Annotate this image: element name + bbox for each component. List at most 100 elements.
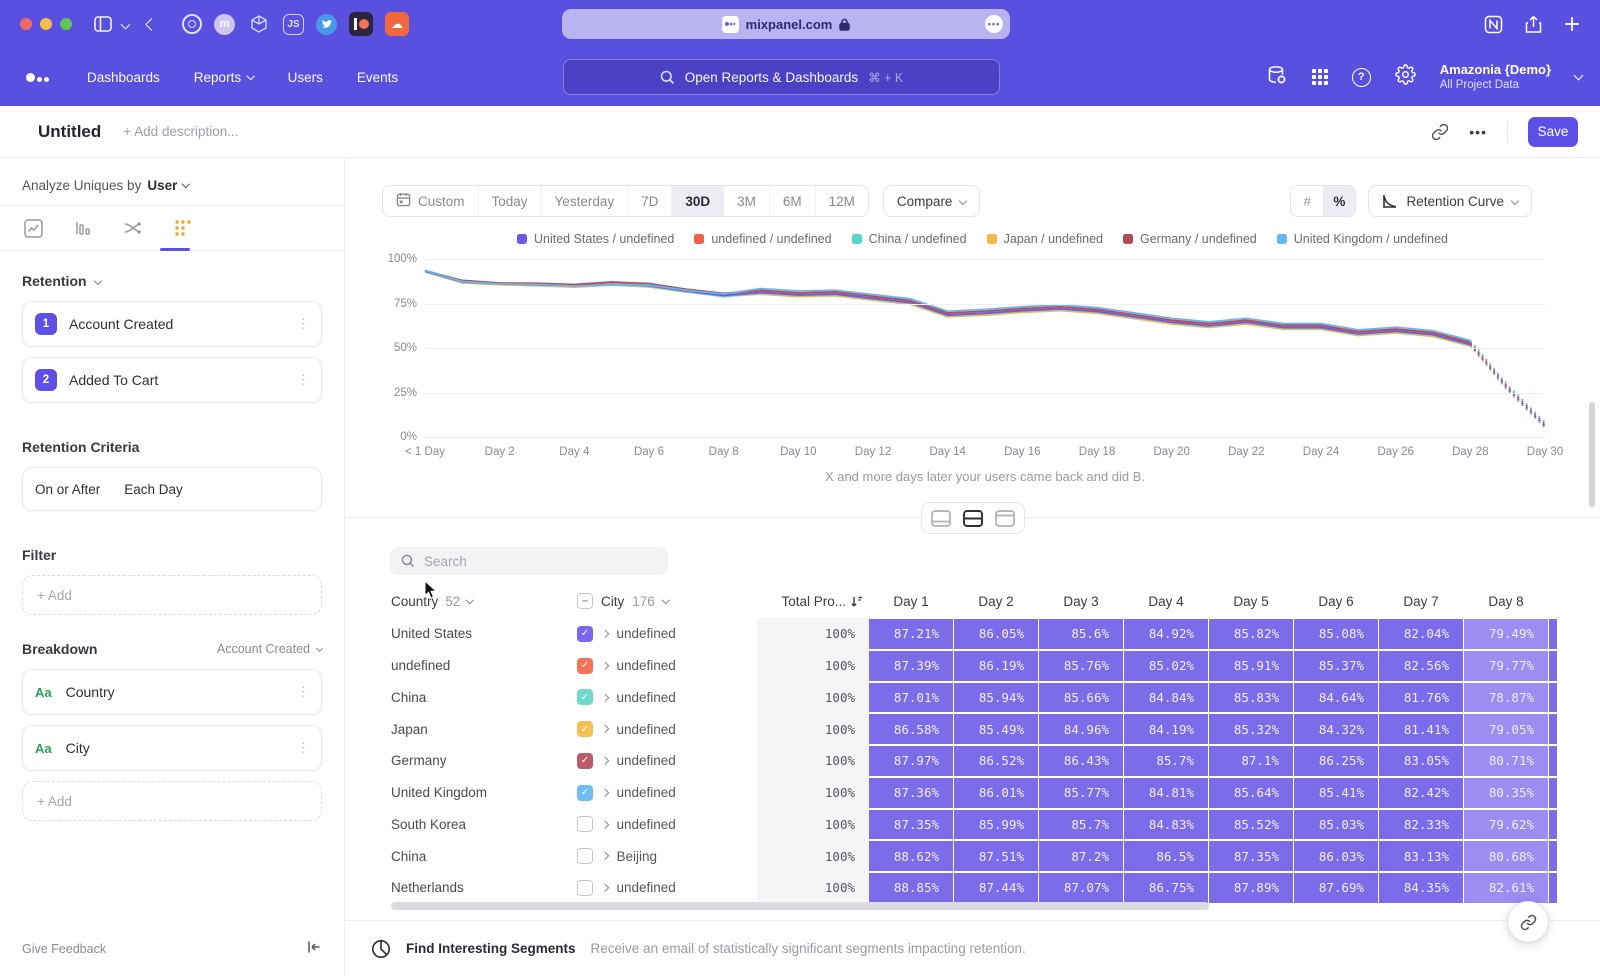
range-custom[interactable]: Custom bbox=[383, 186, 479, 216]
column-day[interactable]: Day 2 bbox=[954, 594, 1038, 609]
analyze-uniques-value[interactable]: User bbox=[147, 178, 177, 193]
retention-cell[interactable]: 86.01% bbox=[954, 778, 1038, 808]
retention-cell[interactable]: 86.43% bbox=[1039, 746, 1123, 776]
range-yesterday[interactable]: Yesterday bbox=[542, 186, 629, 216]
retention-cell[interactable]: 87.01% bbox=[869, 683, 953, 713]
chart-type-selector[interactable]: Retention Curve bbox=[1368, 185, 1532, 217]
help-icon[interactable]: ? bbox=[1352, 68, 1371, 87]
retention-cell[interactable]: 82.61% bbox=[1464, 873, 1548, 903]
apps-grid-icon[interactable] bbox=[1312, 69, 1328, 85]
retention-cell[interactable]: 84.96% bbox=[1039, 714, 1123, 744]
retention-cell[interactable]: 86.75% bbox=[1124, 873, 1208, 903]
retention-cell[interactable]: 85.77% bbox=[1039, 778, 1123, 808]
retention-cell[interactable]: 82.04% bbox=[1379, 619, 1463, 649]
sidebar-toggle-icon[interactable] bbox=[94, 16, 112, 32]
retention-cell[interactable]: 85.99% bbox=[954, 810, 1038, 840]
retention-cell[interactable]: 87.1% bbox=[1209, 746, 1293, 776]
row-expand-icon[interactable] bbox=[601, 757, 609, 765]
m-extension-icon[interactable]: m bbox=[214, 14, 235, 35]
range-7d[interactable]: 7D bbox=[628, 186, 672, 216]
retention-cell[interactable]: 86.58% bbox=[869, 714, 953, 744]
retention-cell[interactable]: 79.05% bbox=[1464, 714, 1548, 744]
retention-cell[interactable]: 78.87% bbox=[1464, 683, 1548, 713]
retention-cell[interactable]: 82.42% bbox=[1379, 778, 1463, 808]
js-icon[interactable]: JS bbox=[283, 14, 304, 35]
column-day[interactable]: Day 3 bbox=[1039, 594, 1123, 609]
retention-cell[interactable]: 86.25% bbox=[1294, 746, 1378, 776]
range-12m[interactable]: 12M bbox=[816, 186, 868, 216]
row-expand-icon[interactable] bbox=[601, 693, 609, 701]
retention-cell[interactable]: 86.5% bbox=[1124, 841, 1208, 871]
retention-cell[interactable]: 85.64% bbox=[1209, 778, 1293, 808]
nav-users[interactable]: Users bbox=[288, 70, 323, 85]
retention-cell[interactable]: 83.05% bbox=[1379, 746, 1463, 776]
row-expand-icon[interactable] bbox=[601, 789, 609, 797]
mixpanel-logo[interactable] bbox=[26, 73, 49, 82]
retention-cell[interactable]: 79.49% bbox=[1464, 619, 1548, 649]
row-expand-icon[interactable] bbox=[601, 820, 609, 828]
tab-funnels[interactable] bbox=[72, 217, 94, 239]
row-checkbox[interactable]: ✓ bbox=[577, 626, 593, 642]
floating-share-link-button[interactable] bbox=[1508, 902, 1548, 942]
compare-button[interactable]: Compare bbox=[883, 185, 981, 217]
row-checkbox[interactable]: ✓ bbox=[577, 753, 593, 769]
retention-cell[interactable]: 80.71% bbox=[1464, 746, 1548, 776]
project-selector[interactable]: Amazonia {Demo} All Project Data bbox=[1440, 62, 1551, 93]
row-expand-icon[interactable] bbox=[601, 852, 609, 860]
tab-retention[interactable] bbox=[172, 217, 194, 239]
retention-cell[interactable]: 85.37% bbox=[1294, 651, 1378, 681]
retention-criteria-card[interactable]: On or After Each Day bbox=[22, 467, 322, 511]
retention-cell[interactable]: 85.91% bbox=[1209, 651, 1293, 681]
minimize-window-button[interactable] bbox=[40, 18, 52, 30]
zoom-window-button[interactable] bbox=[60, 18, 72, 30]
onepassword-icon[interactable] bbox=[182, 14, 202, 34]
retention-cell[interactable]: 85.41% bbox=[1294, 778, 1378, 808]
retention-cell[interactable]: 85.02% bbox=[1124, 651, 1208, 681]
step-account-created[interactable]: 1 Account Created ⋮ bbox=[22, 301, 322, 347]
breakdown-city[interactable]: Aa City ⋮ bbox=[22, 725, 322, 771]
address-bar[interactable]: mixpanel.com ••• bbox=[562, 9, 1010, 39]
breakdown-menu-icon[interactable]: ⋮ bbox=[297, 690, 309, 694]
table-only-view-icon[interactable] bbox=[991, 506, 1019, 530]
retention-cell[interactable]: 87.69% bbox=[1294, 873, 1378, 903]
soundcloud-icon[interactable]: ☁ bbox=[385, 12, 409, 36]
range-6m[interactable]: 6M bbox=[770, 186, 816, 216]
retention-cell[interactable]: 87.39% bbox=[869, 651, 953, 681]
collapse-sidebar-icon[interactable] bbox=[306, 939, 322, 960]
twitter-icon[interactable] bbox=[316, 14, 337, 35]
retention-cell[interactable]: 87.2% bbox=[1039, 841, 1123, 871]
retention-cell[interactable]: 79.62% bbox=[1464, 810, 1548, 840]
retention-cell[interactable]: 86.52% bbox=[954, 746, 1038, 776]
retention-cell[interactable]: 81.76% bbox=[1379, 683, 1463, 713]
breakdown-event-selector[interactable]: Account Created bbox=[217, 642, 322, 656]
retention-cell[interactable]: 87.21% bbox=[869, 619, 953, 649]
notion-icon[interactable] bbox=[1484, 15, 1503, 34]
chevron-down-icon[interactable] bbox=[122, 21, 129, 28]
table-search-input[interactable]: Search bbox=[390, 547, 668, 575]
share-icon[interactable] bbox=[1525, 15, 1542, 34]
retention-cell[interactable]: 88.62% bbox=[869, 841, 953, 871]
retention-cell[interactable]: 84.35% bbox=[1379, 873, 1463, 903]
step-menu-icon[interactable]: ⋮ bbox=[297, 322, 309, 326]
retention-cell[interactable]: 85.83% bbox=[1209, 683, 1293, 713]
row-checkbox[interactable] bbox=[577, 848, 593, 864]
retention-cell[interactable]: 84.19% bbox=[1124, 714, 1208, 744]
add-description[interactable]: + Add description... bbox=[123, 124, 238, 139]
cube-icon[interactable] bbox=[247, 12, 271, 36]
legend-item[interactable]: China / undefined bbox=[852, 232, 967, 246]
row-checkbox[interactable] bbox=[577, 816, 593, 832]
give-feedback-link[interactable]: Give Feedback bbox=[22, 942, 106, 956]
retention-cell[interactable]: 80.35% bbox=[1464, 778, 1548, 808]
more-options-button[interactable]: ••• bbox=[1469, 124, 1487, 140]
retention-cell[interactable]: 85.49% bbox=[954, 714, 1038, 744]
tab-insights[interactable] bbox=[22, 217, 44, 239]
retention-cell[interactable]: 87.89% bbox=[1209, 873, 1293, 903]
retention-cell[interactable]: 85.82% bbox=[1209, 619, 1293, 649]
retention-cell[interactable]: 88.85% bbox=[869, 873, 953, 903]
row-checkbox[interactable]: ✓ bbox=[577, 721, 593, 737]
retention-cell[interactable]: 85.03% bbox=[1294, 810, 1378, 840]
project-chevron-icon[interactable] bbox=[1574, 70, 1584, 80]
step-added-to-cart[interactable]: 2 Added To Cart ⋮ bbox=[22, 357, 322, 403]
new-tab-icon[interactable] bbox=[1564, 16, 1580, 32]
row-checkbox[interactable]: ✓ bbox=[577, 658, 593, 674]
